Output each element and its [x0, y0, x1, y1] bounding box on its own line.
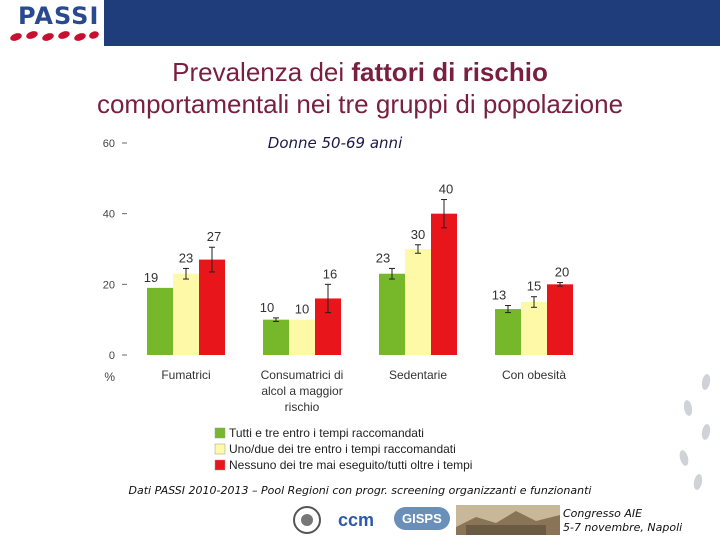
bar-chart: Donne 50-69 anni 0 20 40 60% 19 10 23 13 23 10 30 15… [103, 134, 573, 472]
title-line-1: Prevalenza dei fattori di rischio [0, 56, 720, 88]
y-tick-label: 60 [103, 138, 115, 150]
title-prefix: Prevalenza dei [172, 57, 352, 87]
ccm-logo: ccm [338, 510, 375, 530]
data-label: 10 [260, 300, 274, 315]
page-title: Prevalenza dei fattori di rischio compor… [0, 56, 720, 120]
congress-dates: 5-7 novembre, Napoli [563, 521, 683, 534]
title-bold: fattori di rischio [351, 57, 548, 87]
napoli-panorama-image [456, 505, 560, 535]
category-label: Sedentarie [389, 368, 447, 382]
title-line-2: comportamentali nei tre gruppi di popola… [96, 89, 624, 119]
legend-swatch [214, 427, 226, 439]
passi-logo: PASSI [6, 2, 100, 44]
bar [495, 309, 521, 355]
y-tick-label: 40 [103, 209, 115, 221]
bar [405, 249, 431, 355]
data-label: 40 [439, 182, 453, 197]
logo-text: PASSI [18, 2, 100, 30]
source-note: Dati PASSI 2010-2013 – Pool Regioni con … [128, 484, 592, 497]
y-axis-label: % [104, 370, 115, 384]
data-label: 15 [527, 279, 541, 294]
header-bar: PASSI [0, 0, 720, 46]
bar [199, 259, 225, 355]
congress-name: Congresso AIE [563, 507, 643, 520]
category-label: rischio [285, 400, 320, 414]
legend-swatch [214, 443, 226, 455]
bar [147, 287, 173, 355]
legend-label: Tutti e tre entro i tempi raccomandati [229, 426, 424, 440]
bar [173, 273, 199, 355]
gisps-logo: GISPS [394, 507, 450, 530]
data-label: 13 [492, 288, 506, 303]
data-label: 10 [295, 302, 309, 317]
category-label: Consumatrici di [261, 368, 344, 382]
category-label: alcol a maggior [261, 384, 342, 398]
congress-info: Congresso AIE 5-7 novembre, Napoli [563, 507, 682, 535]
y-tick-label: 0 [109, 350, 115, 362]
bar [431, 213, 457, 355]
legend-label: Nessuno dei tre mai eseguito/tutti oltre… [229, 458, 472, 472]
header-blue-band [104, 0, 720, 46]
bar [379, 273, 405, 355]
legend-label: Uno/due dei tre entro i tempi raccomanda… [229, 442, 456, 456]
institute-seal-icon [293, 506, 321, 534]
bar [289, 319, 315, 355]
legend-swatch [214, 459, 226, 471]
chart-title: Donne 50-69 anni [268, 134, 403, 152]
data-label: 19 [144, 270, 158, 285]
data-label: 20 [555, 265, 569, 280]
data-label: 23 [376, 250, 390, 265]
logo-footprints-icon [10, 31, 99, 41]
y-tick-label: 20 [103, 279, 115, 291]
data-label: 27 [207, 229, 221, 244]
bar [521, 302, 547, 355]
data-label: 30 [411, 227, 425, 242]
data-label: 23 [179, 250, 193, 265]
data-label: 16 [323, 266, 337, 281]
bar [263, 319, 289, 355]
category-label: Con obesità [502, 368, 566, 382]
category-label: Fumatrici [161, 368, 210, 382]
bar [547, 284, 573, 355]
side-footprints-icon [679, 374, 711, 490]
